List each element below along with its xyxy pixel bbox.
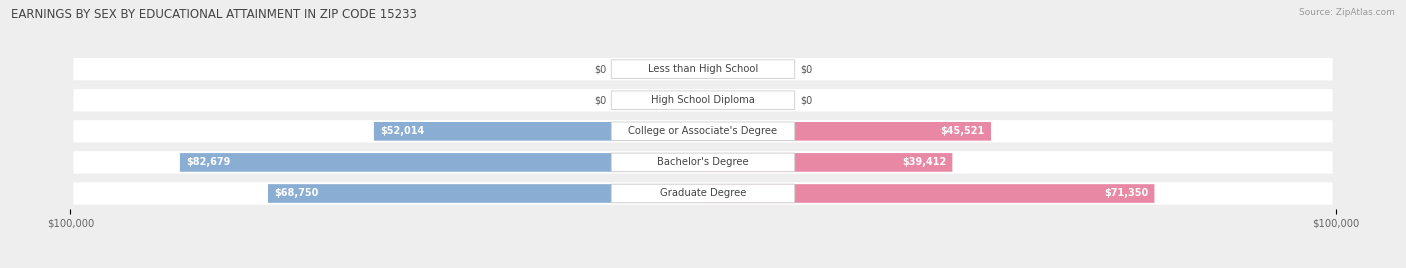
Legend: Male, Female: Male, Female: [648, 267, 758, 268]
FancyBboxPatch shape: [703, 184, 1154, 203]
FancyBboxPatch shape: [73, 151, 1333, 174]
FancyBboxPatch shape: [612, 153, 794, 172]
FancyBboxPatch shape: [73, 58, 1333, 80]
Text: $0: $0: [800, 95, 813, 105]
FancyBboxPatch shape: [703, 153, 952, 172]
FancyBboxPatch shape: [73, 120, 1333, 143]
FancyBboxPatch shape: [180, 153, 703, 172]
FancyBboxPatch shape: [374, 122, 703, 141]
Text: $0: $0: [593, 64, 606, 74]
FancyBboxPatch shape: [73, 182, 1333, 205]
Text: $0: $0: [800, 64, 813, 74]
Text: $82,679: $82,679: [186, 157, 231, 168]
Text: Source: ZipAtlas.com: Source: ZipAtlas.com: [1299, 8, 1395, 17]
Text: EARNINGS BY SEX BY EDUCATIONAL ATTAINMENT IN ZIP CODE 15233: EARNINGS BY SEX BY EDUCATIONAL ATTAINMEN…: [11, 8, 418, 21]
FancyBboxPatch shape: [73, 89, 1333, 111]
Text: Less than High School: Less than High School: [648, 64, 758, 74]
FancyBboxPatch shape: [612, 184, 794, 203]
Text: $45,521: $45,521: [941, 126, 984, 136]
FancyBboxPatch shape: [703, 122, 991, 141]
Text: $68,750: $68,750: [274, 188, 319, 199]
Text: High School Diploma: High School Diploma: [651, 95, 755, 105]
Text: College or Associate's Degree: College or Associate's Degree: [628, 126, 778, 136]
Text: Graduate Degree: Graduate Degree: [659, 188, 747, 199]
Text: $52,014: $52,014: [380, 126, 425, 136]
FancyBboxPatch shape: [612, 91, 794, 110]
Text: Bachelor's Degree: Bachelor's Degree: [657, 157, 749, 168]
FancyBboxPatch shape: [269, 184, 703, 203]
FancyBboxPatch shape: [612, 122, 794, 141]
Text: $39,412: $39,412: [901, 157, 946, 168]
FancyBboxPatch shape: [612, 60, 794, 79]
Text: $71,350: $71,350: [1104, 188, 1149, 199]
Text: $0: $0: [593, 95, 606, 105]
